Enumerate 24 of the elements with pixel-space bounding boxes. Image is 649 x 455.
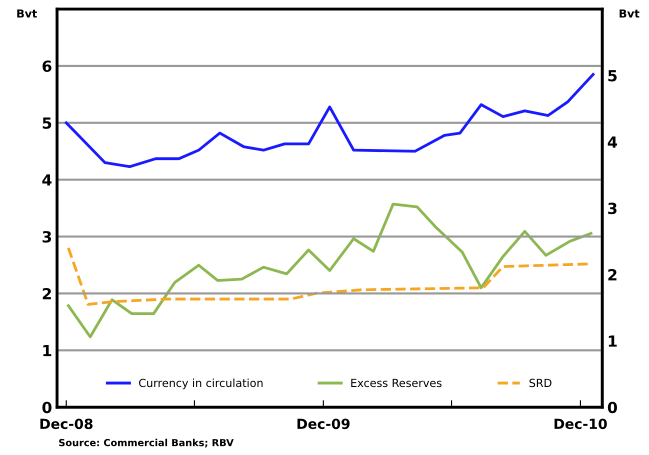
- source-note: Source: Commercial Banks; RBV: [59, 438, 234, 448]
- legend-label: SRD: [529, 378, 552, 388]
- y2-tick-label: 3: [608, 202, 617, 214]
- y-axis-title: Bvt: [17, 9, 37, 18]
- line-series: [66, 202, 592, 338]
- y2-tick-label: 1: [608, 336, 617, 347]
- legend-label: Excess Reserves: [351, 378, 442, 388]
- x-tick-label: Dec-08: [40, 418, 93, 430]
- line-series: [64, 73, 595, 168]
- y-tick-label: 3: [42, 231, 52, 243]
- x-tick-label: Dec-09: [297, 418, 350, 430]
- y2-tick-label: 4: [608, 136, 618, 148]
- y2-tick-label: 2: [608, 268, 616, 280]
- y2-axis-title: Bvt: [620, 9, 640, 18]
- y2-tick-label: 0: [608, 402, 618, 414]
- y-tick-label: 2: [42, 288, 51, 300]
- y-tick-label: 6: [42, 60, 52, 72]
- y-tick-label: 4: [42, 174, 52, 186]
- y-tick-label: 5: [42, 118, 52, 129]
- y2-tick-label: 5: [608, 70, 617, 82]
- y-tick-label: 0: [42, 402, 52, 414]
- y-tick-label: 1: [43, 345, 52, 356]
- legend-label: Currency in circulation: [139, 378, 263, 390]
- x-tick-label: Dec-10: [554, 418, 607, 430]
